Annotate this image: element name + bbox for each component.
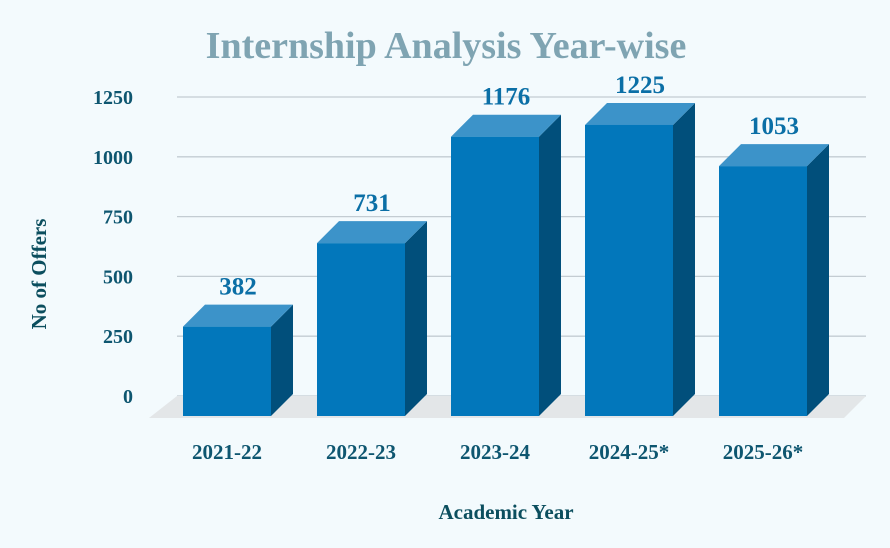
bar-side-face [271, 304, 293, 416]
bar-top-face [719, 144, 829, 167]
bar-top-face [183, 304, 293, 327]
x-axis-ticks: 2021-22 2022-23 2023-24 2024-25* 2025-26* [192, 440, 803, 464]
y-tick-label: 500 [103, 266, 133, 288]
bar-front-face [317, 243, 405, 416]
x-tick-label: 2023-24 [460, 440, 530, 464]
bar-front-face [719, 166, 807, 416]
x-tick-label: 2021-22 [192, 440, 262, 464]
bar-2025-26* [719, 144, 829, 416]
y-tick-label: 1000 [93, 147, 133, 169]
chart-title: Internship Analysis Year-wise [206, 25, 687, 67]
y-tick-label: 750 [103, 207, 133, 229]
bar-side-face [539, 114, 561, 416]
x-tick-label: 2024-25* [589, 440, 670, 464]
bar-front-face [183, 326, 271, 416]
data-labels: 382 731 1176 1225 1053 [219, 72, 799, 301]
bar-top-face [585, 102, 695, 125]
x-tick-label: 2022-23 [326, 440, 396, 464]
data-label: 731 [353, 190, 391, 217]
bar-2021-22 [183, 304, 293, 416]
bars [183, 102, 829, 416]
y-tick-label: 1250 [93, 87, 133, 109]
bar-top-face [317, 221, 427, 244]
x-tick-label: 2025-26* [723, 440, 804, 464]
y-axis-title: No of Offers [27, 219, 51, 330]
bar-2024-25* [585, 102, 695, 416]
y-tick-label: 0 [123, 386, 133, 408]
bar-front-face [451, 136, 539, 416]
bar-2022-23 [317, 221, 427, 416]
data-label: 1176 [482, 84, 531, 111]
data-label: 1053 [749, 113, 799, 140]
bar-2023-24 [451, 114, 561, 416]
data-label: 1225 [615, 72, 665, 99]
x-axis-title: Academic Year [438, 500, 573, 524]
data-label: 382 [219, 274, 257, 301]
y-tick-label: 250 [103, 326, 133, 348]
bar-side-face [807, 144, 829, 416]
bar-side-face [405, 221, 427, 416]
bar-front-face [585, 124, 673, 416]
bar-side-face [673, 102, 695, 416]
y-axis-ticks: 0 250 500 750 1000 1250 [93, 87, 133, 408]
bar-top-face [451, 114, 561, 137]
